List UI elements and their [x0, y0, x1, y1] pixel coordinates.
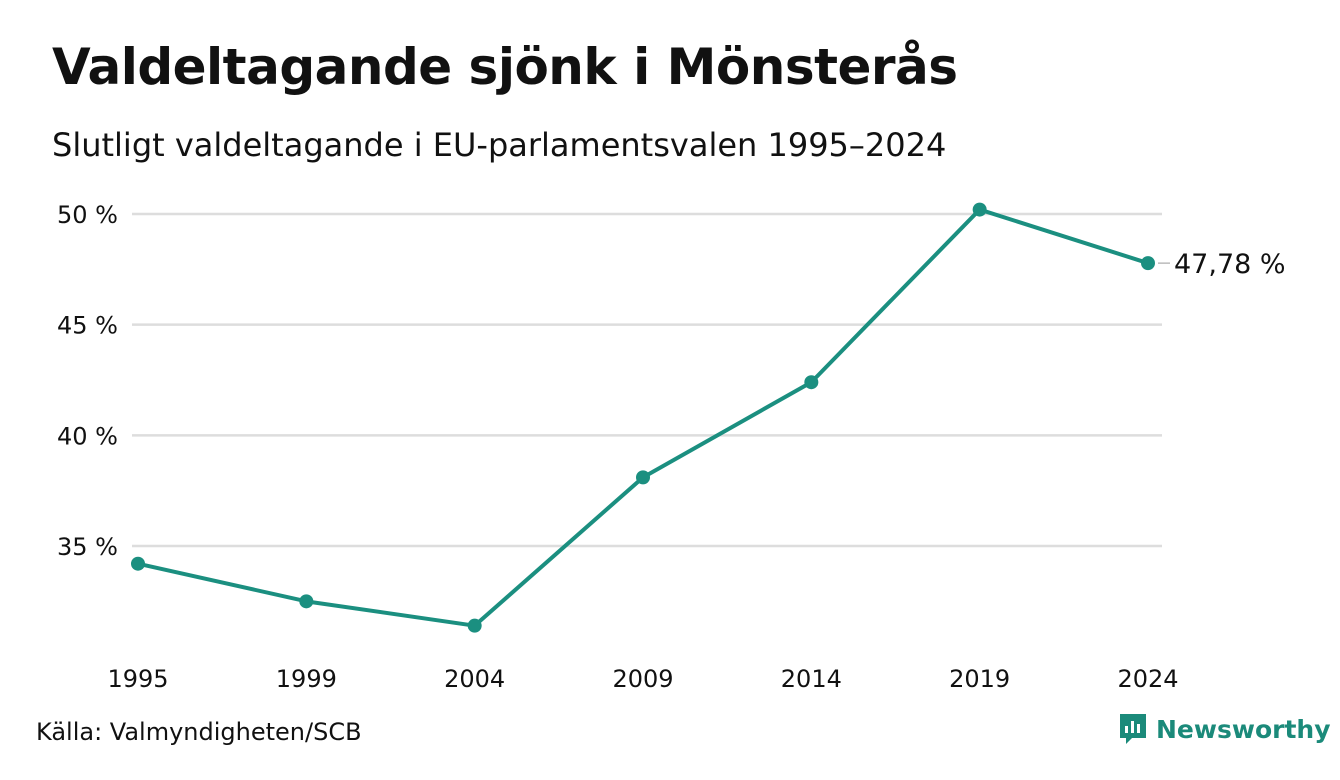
data-point: [467, 618, 482, 633]
x-tick-label: 1995: [107, 665, 168, 693]
chart-title: Valdeltagande sjönk i Mönsterås: [52, 38, 958, 96]
x-tick-label: 2004: [444, 665, 505, 693]
data-point: [299, 594, 314, 609]
x-axis-tick-labels: 1995 1999 2004 2009 2014 2019 2024: [107, 665, 1178, 693]
y-tick-label: 50 %: [57, 201, 118, 229]
y-tick-label: 35 %: [57, 533, 118, 561]
data-point: [636, 470, 650, 485]
data-point: [131, 556, 145, 571]
data-point: [804, 375, 819, 390]
series-line: [137, 207, 1149, 628]
x-tick-label: 2009: [612, 665, 673, 693]
grid-lines: [132, 212, 1162, 548]
x-tick-label: 1999: [276, 665, 337, 693]
x-tick-label: 2019: [949, 665, 1010, 693]
data-point: [972, 202, 987, 217]
x-tick-label: 2024: [1117, 665, 1178, 693]
brand-name: Newsworthy: [1156, 714, 1331, 744]
y-axis-tick-labels: 35 % 40 % 45 % 50 %: [57, 201, 118, 561]
y-tick-label: 40 %: [57, 422, 118, 450]
x-tick-label: 2014: [781, 665, 842, 693]
source-note: Källa: Valmyndigheten/SCB: [36, 718, 362, 746]
last-value-label: 47,78 %: [1174, 249, 1286, 280]
chart-subtitle: Slutligt valdeltagande i EU-parlamentsva…: [52, 126, 947, 164]
newsworthy-logo-icon: [1120, 714, 1146, 744]
data-points: [131, 202, 1155, 633]
series-line-layer: [137, 207, 1149, 628]
y-tick-label: 45 %: [57, 312, 118, 340]
annotations: 47,78 %: [1158, 249, 1286, 280]
data-point: [1141, 256, 1155, 271]
brand-logo: Newsworthy: [1118, 712, 1331, 746]
